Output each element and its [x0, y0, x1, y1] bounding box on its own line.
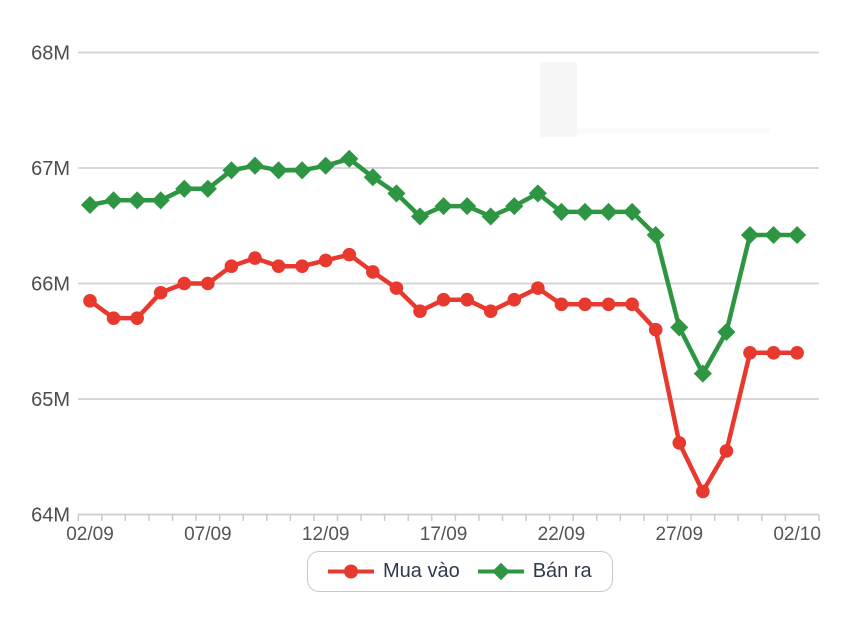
- data-point[interactable]: [575, 202, 595, 221]
- chart-legend: Mua vào Bán ra: [307, 551, 613, 592]
- data-point[interactable]: [483, 304, 498, 319]
- data-point[interactable]: [505, 197, 524, 216]
- data-point[interactable]: [788, 225, 807, 245]
- data-point[interactable]: [672, 436, 687, 450]
- legend-label-mua-vao: Mua vào: [383, 560, 460, 582]
- data-point[interactable]: [198, 179, 217, 198]
- data-point[interactable]: [670, 318, 689, 337]
- data-point[interactable]: [458, 197, 477, 216]
- data-point[interactable]: [222, 161, 241, 180]
- data-point[interactable]: [151, 191, 170, 210]
- data-point[interactable]: [271, 259, 286, 273]
- data-point[interactable]: [552, 202, 571, 221]
- y-axis-label: 68M: [31, 43, 70, 65]
- data-point[interactable]: [175, 179, 194, 198]
- data-point[interactable]: [413, 304, 427, 319]
- data-point[interactable]: [764, 225, 783, 245]
- x-axis-label: 27/09: [656, 524, 704, 545]
- data-point[interactable]: [80, 195, 100, 215]
- data-point[interactable]: [531, 281, 545, 295]
- data-point[interactable]: [153, 285, 168, 300]
- data-point[interactable]: [269, 161, 288, 180]
- data-point[interactable]: [316, 156, 335, 175]
- data-point[interactable]: [790, 346, 804, 360]
- data-point[interactable]: [623, 202, 642, 221]
- x-axis-label: 22/09: [538, 524, 586, 545]
- data-point[interactable]: [743, 346, 757, 360]
- data-point[interactable]: [646, 225, 665, 245]
- data-point[interactable]: [128, 191, 147, 210]
- data-point[interactable]: [104, 191, 123, 210]
- data-point[interactable]: [389, 281, 404, 295]
- data-point[interactable]: [719, 444, 734, 458]
- data-point[interactable]: [436, 292, 451, 307]
- data-point[interactable]: [554, 297, 569, 312]
- data-point[interactable]: [245, 156, 265, 175]
- data-point[interactable]: [387, 184, 406, 203]
- data-point[interactable]: [625, 297, 639, 312]
- data-point[interactable]: [106, 311, 121, 325]
- data-point[interactable]: [578, 297, 592, 312]
- mua-vao-marker-icon: [328, 564, 374, 579]
- data-point[interactable]: [130, 311, 144, 325]
- data-point[interactable]: [766, 346, 781, 360]
- ban-ra-marker-icon: [477, 563, 524, 580]
- data-point[interactable]: [363, 168, 382, 187]
- data-point[interactable]: [601, 297, 616, 312]
- ban-ra-line: [87, 156, 800, 376]
- data-point[interactable]: [224, 259, 239, 273]
- x-axis-label: 12/09: [302, 524, 350, 545]
- data-point[interactable]: [481, 207, 500, 226]
- data-point[interactable]: [696, 484, 710, 499]
- data-point[interactable]: [340, 149, 359, 168]
- data-point[interactable]: [342, 247, 357, 262]
- x-axis-label: 02/10: [773, 524, 821, 545]
- data-point[interactable]: [599, 202, 618, 221]
- data-point[interactable]: [177, 276, 192, 291]
- data-point[interactable]: [318, 253, 333, 268]
- data-point[interactable]: [248, 251, 262, 265]
- data-point[interactable]: [434, 197, 453, 216]
- data-point[interactable]: [293, 161, 312, 180]
- data-point[interactable]: [507, 292, 522, 307]
- data-point[interactable]: [410, 207, 430, 226]
- data-point[interactable]: [648, 322, 663, 337]
- data-point[interactable]: [201, 276, 215, 291]
- y-axis-label: 64M: [31, 505, 70, 527]
- data-point[interactable]: [295, 259, 309, 273]
- data-point[interactable]: [693, 364, 712, 383]
- x-axis-label: 17/09: [420, 524, 468, 545]
- y-axis-label: 65M: [31, 389, 70, 411]
- data-point[interactable]: [740, 225, 760, 245]
- data-point[interactable]: [717, 322, 736, 342]
- y-axis-label: 66M: [31, 274, 70, 296]
- mua-vao-line: [87, 252, 800, 494]
- data-point[interactable]: [83, 294, 97, 308]
- y-axis-label: 67M: [31, 158, 70, 180]
- x-axis-label: 07/09: [184, 524, 232, 545]
- legend-item-mua-vao[interactable]: Mua vào: [328, 560, 460, 583]
- legend-item-ban-ra[interactable]: Bán ra: [477, 560, 592, 583]
- data-point[interactable]: [366, 265, 380, 279]
- x-axis-label: 02/09: [66, 524, 114, 545]
- data-point[interactable]: [460, 292, 474, 307]
- legend-label-ban-ra: Bán ra: [532, 560, 592, 582]
